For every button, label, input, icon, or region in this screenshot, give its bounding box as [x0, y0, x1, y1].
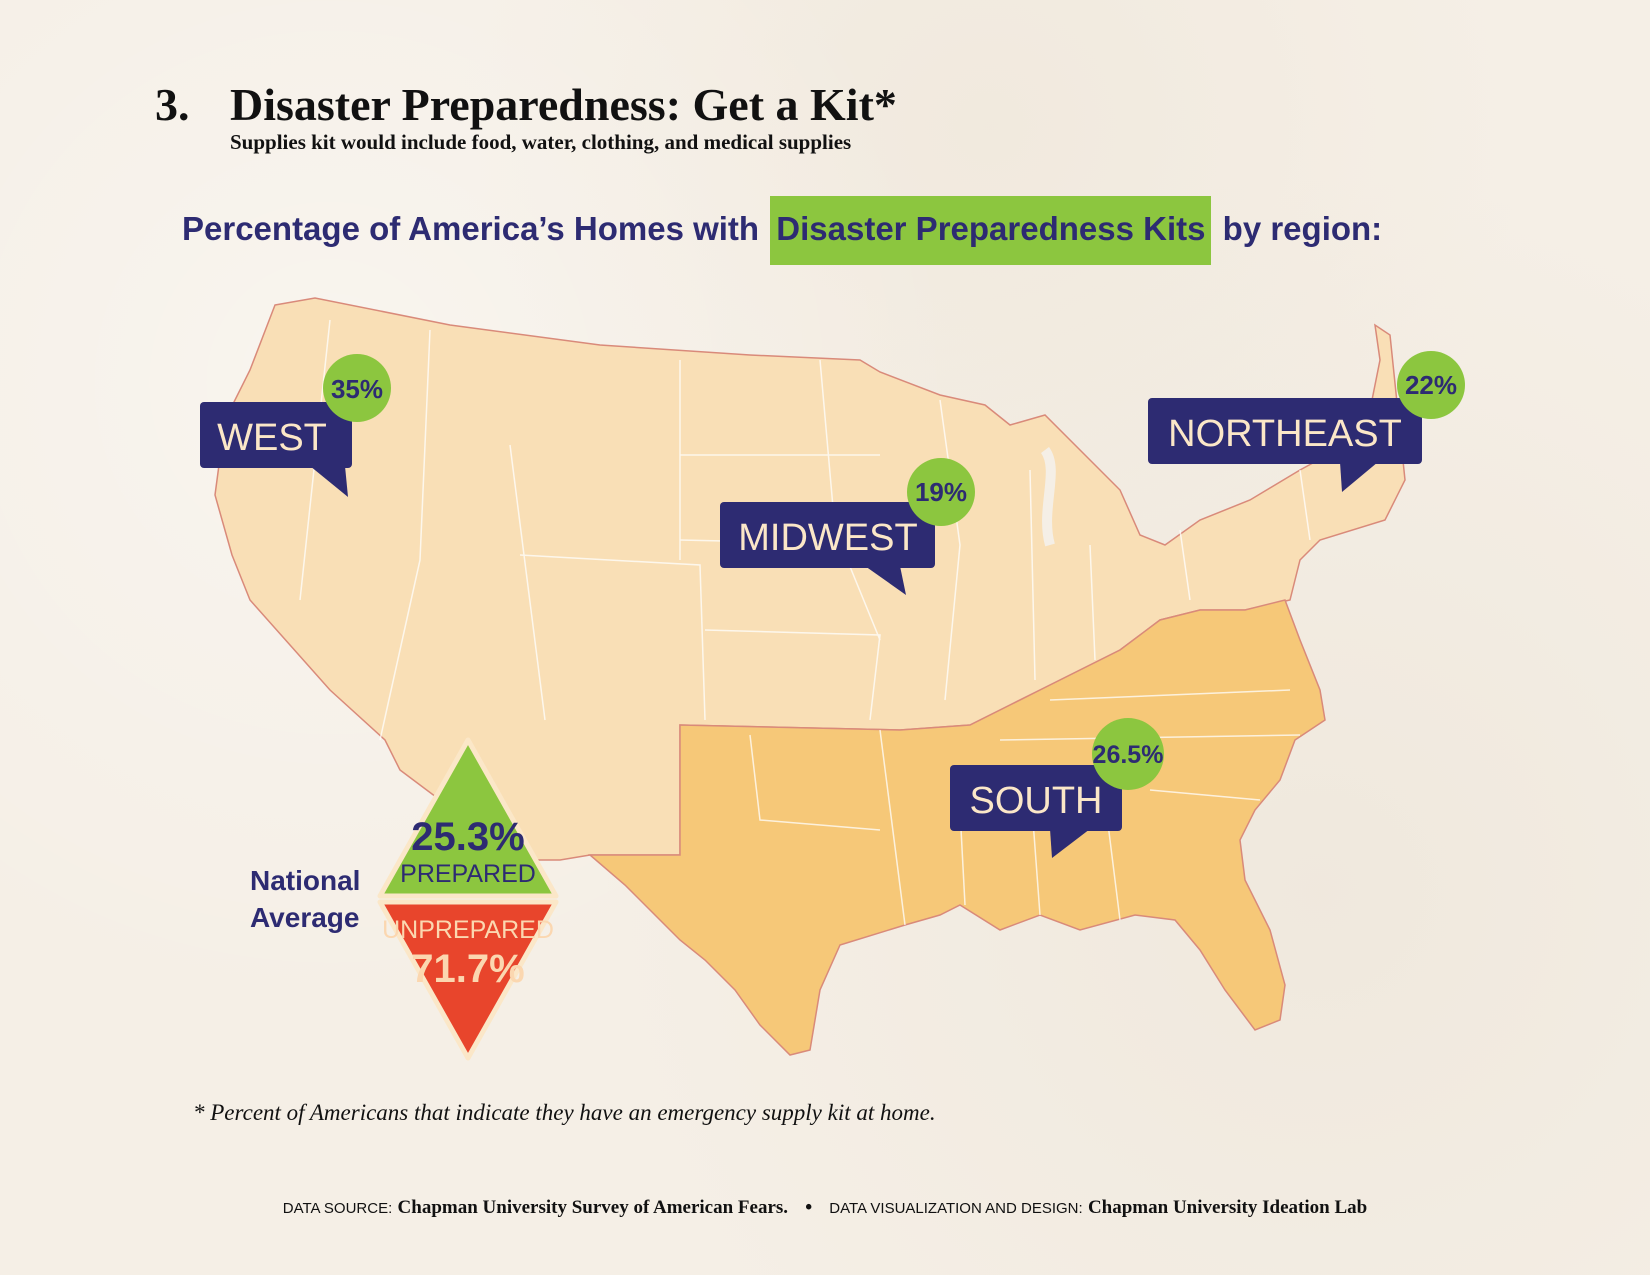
northeast-callout: NORTHEAST 22% — [1148, 351, 1465, 492]
national-label-line1: National — [250, 865, 361, 896]
footnote: * Percent of Americans that indicate the… — [193, 1100, 936, 1125]
design-label: DATA VISUALIZATION AND DESIGN: — [829, 1200, 1083, 1217]
heading-after: by region: — [1222, 210, 1383, 247]
page-subtitle: Supplies kit would include food, water, … — [230, 130, 852, 154]
south-value-circle — [1092, 718, 1164, 790]
credits-separator: • — [805, 1197, 812, 1218]
south-label-box — [950, 765, 1122, 831]
south-label-pointer — [1050, 829, 1090, 858]
national-average-label: National Average — [250, 862, 370, 936]
prepared-triangle — [377, 737, 559, 899]
source-value: Chapman University Survey of American Fe… — [397, 1197, 789, 1218]
lake-michigan — [1040, 447, 1056, 547]
midwest-callout: MIDWEST 19% — [720, 458, 975, 595]
west-label-pointer — [310, 466, 348, 497]
page-title: Disaster Preparedness: Get a Kit* — [230, 79, 897, 130]
heading-highlight: Disaster Preparedness Kits — [770, 196, 1212, 265]
northeast-value-circle — [1397, 351, 1465, 419]
south-value: 26.5% — [1093, 741, 1164, 769]
unprepared-label: UNPREPARED — [382, 916, 554, 944]
national-average-graphic: 25.3% PREPARED UNPREPARED 71.7% — [377, 737, 559, 1061]
west-label: WEST — [217, 417, 327, 459]
south-label: SOUTH — [970, 780, 1103, 822]
unprepared-value: 71.7% — [411, 947, 524, 991]
west-value-circle — [323, 354, 391, 422]
west-value: 35% — [331, 374, 383, 404]
map-heading: Percentage of America’s Homes with Disas… — [182, 196, 1383, 265]
section-number: 3. — [155, 79, 190, 130]
prepared-value: 25.3% — [411, 815, 524, 859]
midwest-label-box — [720, 502, 935, 568]
credits-line: DATA SOURCE: Chapman University Survey o… — [0, 1197, 1650, 1219]
west-callout: WEST 35% — [200, 354, 391, 497]
midwest-label-pointer — [865, 566, 906, 595]
unprepared-triangle — [377, 899, 559, 1061]
northeast-value: 22% — [1405, 370, 1457, 400]
midwest-label: MIDWEST — [738, 517, 917, 559]
northeast-label: NORTHEAST — [1168, 413, 1402, 455]
prepared-label: PREPARED — [400, 860, 536, 888]
map-north-west-region — [214, 297, 1406, 861]
design-value: Chapman University Ideation Lab — [1087, 1197, 1368, 1218]
source-label: DATA SOURCE: — [282, 1200, 393, 1217]
south-callout: SOUTH 26.5% — [950, 718, 1164, 858]
west-label-box — [200, 402, 352, 468]
northeast-label-pointer — [1340, 462, 1378, 492]
heading-before: Percentage of America’s Homes with — [182, 210, 760, 247]
northeast-label-box — [1148, 398, 1422, 464]
midwest-value-circle — [907, 458, 975, 526]
national-label-line2: Average — [250, 902, 360, 933]
midwest-value: 19% — [915, 477, 967, 507]
